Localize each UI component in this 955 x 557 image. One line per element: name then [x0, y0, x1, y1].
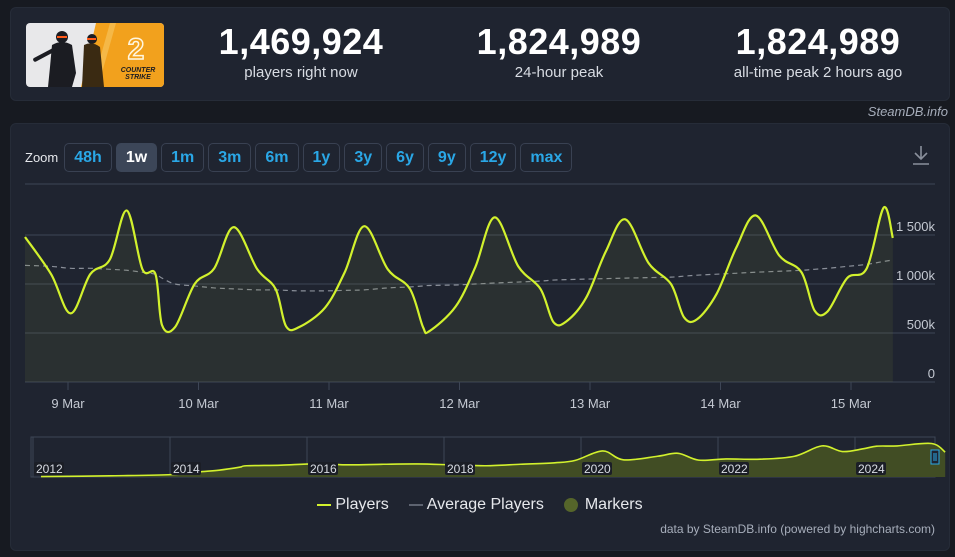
x-axis: 9 Mar 10 Mar 11 Mar 12 Mar 13 Mar 14 Mar 15 Ma… — [51, 382, 872, 411]
navigator-year-label: 2012 — [36, 462, 63, 476]
game-cover-image[interactable]: 2 COUNTER STRIKE — [26, 23, 164, 87]
x-tick-label: 14 Mar — [700, 396, 741, 411]
stat-value: 1,824,989 — [735, 21, 901, 62]
stat-24h-peak: 1,824,989 24-hour peak — [439, 21, 679, 82]
year-label-bg — [719, 462, 749, 475]
zoom-button-3m[interactable]: 3m — [208, 143, 252, 172]
zoom-button-9y[interactable]: 9y — [427, 143, 466, 172]
year-label-bg — [34, 462, 64, 475]
navigator-year-label: 2018 — [447, 462, 474, 476]
zoom-controls: Zoom 48h 1w 1m 3m 6m 1y 3y 6y 9y 12y max — [25, 143, 576, 172]
year-label-bg — [171, 462, 201, 475]
x-tick-label: 12 Mar — [439, 396, 480, 411]
markers-dot-icon — [563, 498, 578, 512]
x-tick-label: 11 Mar — [309, 396, 349, 411]
zoom-button-6m[interactable]: 6m — [255, 143, 299, 172]
legend-item-markers[interactable]: Markers — [563, 496, 643, 514]
average-players-series — [24, 259, 893, 292]
navigator-year-label: 2014 — [173, 462, 200, 476]
players-line[interactable] — [24, 206, 894, 335]
average-line-icon — [408, 504, 423, 506]
players-area — [25, 206, 893, 382]
year-label-bg — [445, 462, 475, 475]
player-chart[interactable]: 9 Mar 10 Mar 11 Mar 12 Mar 13 Mar 14 Mar 15 Ma… — [11, 124, 951, 484]
stat-value: 1,824,989 — [476, 21, 642, 62]
navigator-handle[interactable] — [930, 449, 940, 465]
zoom-button-12y[interactable]: 12y — [469, 143, 517, 172]
year-label-bg — [582, 462, 612, 475]
zoom-button-1w[interactable]: 1w — [115, 143, 158, 172]
legend-item-average[interactable]: Average Players — [408, 496, 544, 514]
highcharts-credit[interactable]: data by SteamDB.info (powered by highcha… — [660, 522, 935, 536]
chart-card: Zoom 48h 1w 1m 3m 6m 1y 3y 6y 9y 12y max 9 Mar 10 M… — [10, 123, 950, 551]
navigator-year-label: 2016 — [310, 462, 337, 476]
legend-label: Average Players — [426, 496, 544, 513]
legend-item-players[interactable]: Players — [317, 496, 389, 514]
y-tick-label: 0 — [928, 366, 935, 381]
y-tick-label: 1 000k — [896, 268, 936, 283]
players-series[interactable] — [24, 206, 894, 382]
steamdb-credit[interactable]: SteamDB.info — [867, 104, 948, 119]
zoom-button-max[interactable]: max — [520, 143, 573, 172]
navigator-year-label: 2020 — [584, 462, 611, 476]
year-label-bg — [308, 462, 338, 475]
year-label-bg — [856, 462, 886, 475]
legend-label: Markers — [584, 496, 643, 513]
x-tick-label: 13 Mar — [570, 396, 611, 411]
y-tick-label: 1 500k — [896, 219, 936, 234]
zoom-button-48h[interactable]: 48h — [64, 143, 112, 172]
stats-card: 2 COUNTER STRIKE 1,469,924 players right… — [10, 7, 950, 101]
x-tick-label: 10 Mar — [178, 396, 219, 411]
navigator-line — [40, 442, 946, 478]
y-axis: 0 500k 1 000k 1 500k — [896, 219, 936, 381]
zoom-button-1y[interactable]: 1y — [302, 143, 341, 172]
zoom-button-6y[interactable]: 6y — [386, 143, 424, 172]
legend-label: Players — [335, 496, 389, 513]
download-icon[interactable] — [911, 144, 931, 166]
zoom-button-1m[interactable]: 1m — [161, 143, 205, 172]
navigator-year-label: 2024 — [858, 462, 885, 476]
logo-text: COUNTER — [121, 67, 156, 74]
y-tick-label: 500k — [907, 317, 936, 332]
logo-2: 2 — [128, 33, 145, 66]
stat-current-players: 1,469,924 players right now — [181, 21, 421, 82]
navigator-year-label: 2022 — [721, 462, 748, 476]
stat-label: all-time peak 2 hours ago — [733, 64, 903, 81]
x-tick-label: 9 Mar — [51, 396, 85, 411]
zoom-label: Zoom — [25, 150, 59, 165]
logo-text: STRIKE — [125, 74, 151, 81]
legend: Players Average Players Markers — [11, 496, 949, 514]
stat-value: 1,469,924 — [218, 21, 384, 62]
x-tick-label: 15 Mar — [831, 396, 872, 411]
stat-all-time-peak: 1,824,989 all-time peak 2 hours ago — [698, 21, 938, 82]
stat-label: 24-hour peak — [514, 64, 604, 81]
navigator[interactable]: 2012 2014 2016 2018 2020 2022 2024 — [30, 436, 946, 478]
players-line-icon — [317, 504, 332, 506]
zoom-button-3y[interactable]: 3y — [344, 143, 383, 172]
stat-label: players right now — [244, 64, 358, 81]
average-line — [24, 259, 893, 292]
